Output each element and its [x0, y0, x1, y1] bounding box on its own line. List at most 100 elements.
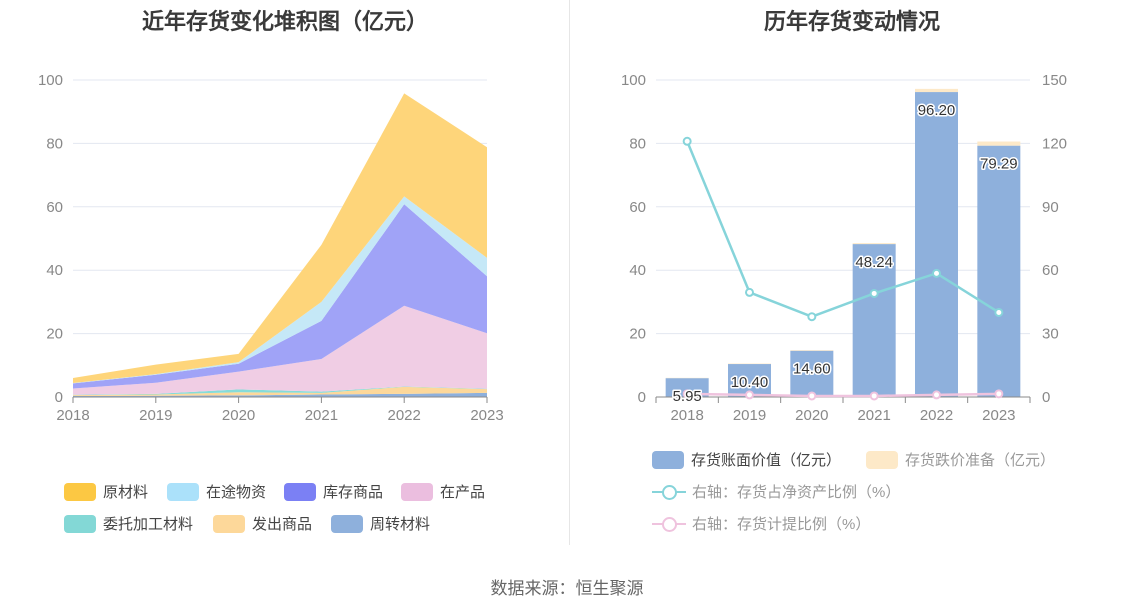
right-legend-item[interactable]: 存货账面价值（亿元） — [652, 449, 841, 470]
right-y-tick-label: 0 — [638, 389, 646, 406]
legend-label: 在产品 — [440, 484, 486, 501]
provision-ratio-point — [745, 390, 754, 400]
right-x-tick-label: 2019 — [733, 407, 766, 424]
right-y-tick-label: 40 — [629, 262, 646, 279]
right-y-tick-label: 20 — [629, 326, 646, 343]
legend-line-swatch — [652, 483, 686, 501]
ratio-point — [932, 268, 941, 278]
provision-bar — [915, 88, 958, 93]
inventory-bar — [915, 92, 958, 398]
legend-swatch — [167, 482, 199, 501]
right-y-tick-label: 60 — [629, 199, 646, 216]
legend-swatch — [64, 482, 96, 501]
left-legend-item[interactable]: 在途物资 — [167, 481, 266, 502]
right-y-tick-label: 80 — [629, 135, 646, 152]
data-source-note: 数据来源：恒生聚源 — [490, 579, 644, 598]
legend-swatch — [213, 514, 245, 533]
inventory-bar — [852, 244, 896, 397]
legend-line-swatch — [652, 515, 686, 533]
left-x-tick-label: 2020 — [222, 407, 255, 424]
area-series-1 — [73, 392, 487, 397]
right-x-tick-label: 2022 — [920, 407, 953, 424]
right-y2-tick-label: 120 — [1042, 135, 1067, 152]
left-x-tick-label: 2019 — [139, 407, 172, 424]
right-y2-tick-label: 30 — [1042, 326, 1059, 343]
inventory-bar — [977, 145, 1021, 397]
right-y2-tick-label: 90 — [1042, 199, 1059, 216]
left-y-tick-label: 100 — [38, 72, 63, 89]
left-chart-title: 近年存货变化堆积图（亿元） — [141, 9, 428, 34]
legend-label: 存货账面价值（亿元） — [691, 452, 842, 469]
right-y2-tick-label: 150 — [1042, 72, 1067, 89]
right-x-tick-label: 2018 — [670, 407, 703, 424]
legend-swatch — [331, 514, 363, 533]
left-legend-item[interactable]: 周转材料 — [331, 513, 430, 534]
left-x-tick-label: 2021 — [305, 407, 338, 424]
provision-bar — [790, 350, 834, 351]
area-series-3 — [73, 386, 487, 396]
provision-ratio-point — [932, 390, 941, 400]
right-y2-tick-label: 60 — [1042, 262, 1059, 279]
area-series-7 — [73, 93, 487, 384]
bar-value-label: 48.24 — [855, 254, 893, 271]
legend-label: 周转材料 — [370, 516, 431, 533]
left-legend-item[interactable]: 发出商品 — [213, 513, 312, 534]
ratio-point — [869, 288, 879, 298]
legend-label: 存货跌价准备（亿元） — [905, 452, 1056, 469]
provision-bar — [852, 243, 896, 245]
left-x-tick-label: 2018 — [56, 407, 89, 424]
legend-label: 委托加工材料 — [103, 516, 194, 533]
left-y-tick-label: 0 — [55, 389, 63, 406]
right-y-tick-label: 100 — [621, 72, 646, 89]
area-series-4 — [73, 305, 487, 395]
legend-swatch — [64, 514, 96, 533]
right-legend-item[interactable]: 右轴：存货占净资产比例（%） — [652, 481, 900, 502]
left-y-tick-label: 80 — [46, 135, 63, 152]
left-y-tick-label: 40 — [46, 262, 63, 279]
inventory-bar — [665, 378, 709, 397]
left-legend-item[interactable]: 库存商品 — [284, 481, 383, 502]
area-series-2 — [73, 386, 487, 397]
bar-value-label: 79.29 — [980, 156, 1018, 173]
left-x-tick-label: 2022 — [388, 407, 421, 424]
chart-divider — [569, 0, 570, 545]
right-x-tick-label: 2020 — [795, 407, 828, 424]
right-chart-title: 历年存货变动情况 — [763, 9, 940, 34]
left-legend-item[interactable]: 委托加工材料 — [64, 513, 193, 534]
legend-swatch — [284, 482, 316, 501]
legend-swatch — [401, 482, 433, 501]
legend-label: 发出商品 — [252, 516, 313, 533]
left-y-tick-label: 60 — [46, 199, 63, 216]
ratio-point — [745, 287, 754, 297]
right-x-tick-label: 2023 — [982, 407, 1015, 424]
legend-swatch — [652, 450, 684, 469]
provision-ratio-point — [807, 391, 817, 401]
provision-ratio-point — [994, 389, 1004, 399]
provision-ratio-point — [682, 389, 692, 399]
provision-ratio-point — [869, 391, 879, 401]
ratio-point — [807, 312, 817, 322]
bar-value-label: 96.20 — [918, 102, 956, 119]
left-legend-item[interactable]: 在产品 — [401, 481, 485, 502]
legend-swatch — [866, 450, 898, 469]
legend-label: 右轴：存货计提比例（%） — [692, 516, 871, 533]
left-y-tick-label: 20 — [46, 326, 63, 343]
right-y2-tick-label: 0 — [1042, 389, 1050, 406]
left-x-tick-label: 2023 — [470, 407, 503, 424]
legend-label: 在途物资 — [206, 484, 267, 501]
left-legend-item[interactable]: 原材料 — [64, 481, 148, 502]
bar-value-label: 14.60 — [793, 361, 831, 378]
legend-label: 右轴：存货占净资产比例（%） — [692, 484, 901, 501]
ratio-point — [682, 136, 692, 146]
right-x-tick-label: 2021 — [857, 407, 890, 424]
provision-ratio-line — [687, 392, 999, 398]
right-legend-item[interactable]: 存货跌价准备（亿元） — [866, 449, 1055, 470]
ratio-point — [994, 307, 1004, 317]
ratio-line — [686, 140, 1000, 319]
right-legend-item[interactable]: 右轴：存货计提比例（%） — [652, 513, 870, 534]
bar-value-label: 5.95 — [673, 388, 702, 405]
area-series-5 — [73, 204, 487, 389]
inventory-bar — [790, 350, 834, 397]
provision-bar — [977, 141, 1021, 146]
